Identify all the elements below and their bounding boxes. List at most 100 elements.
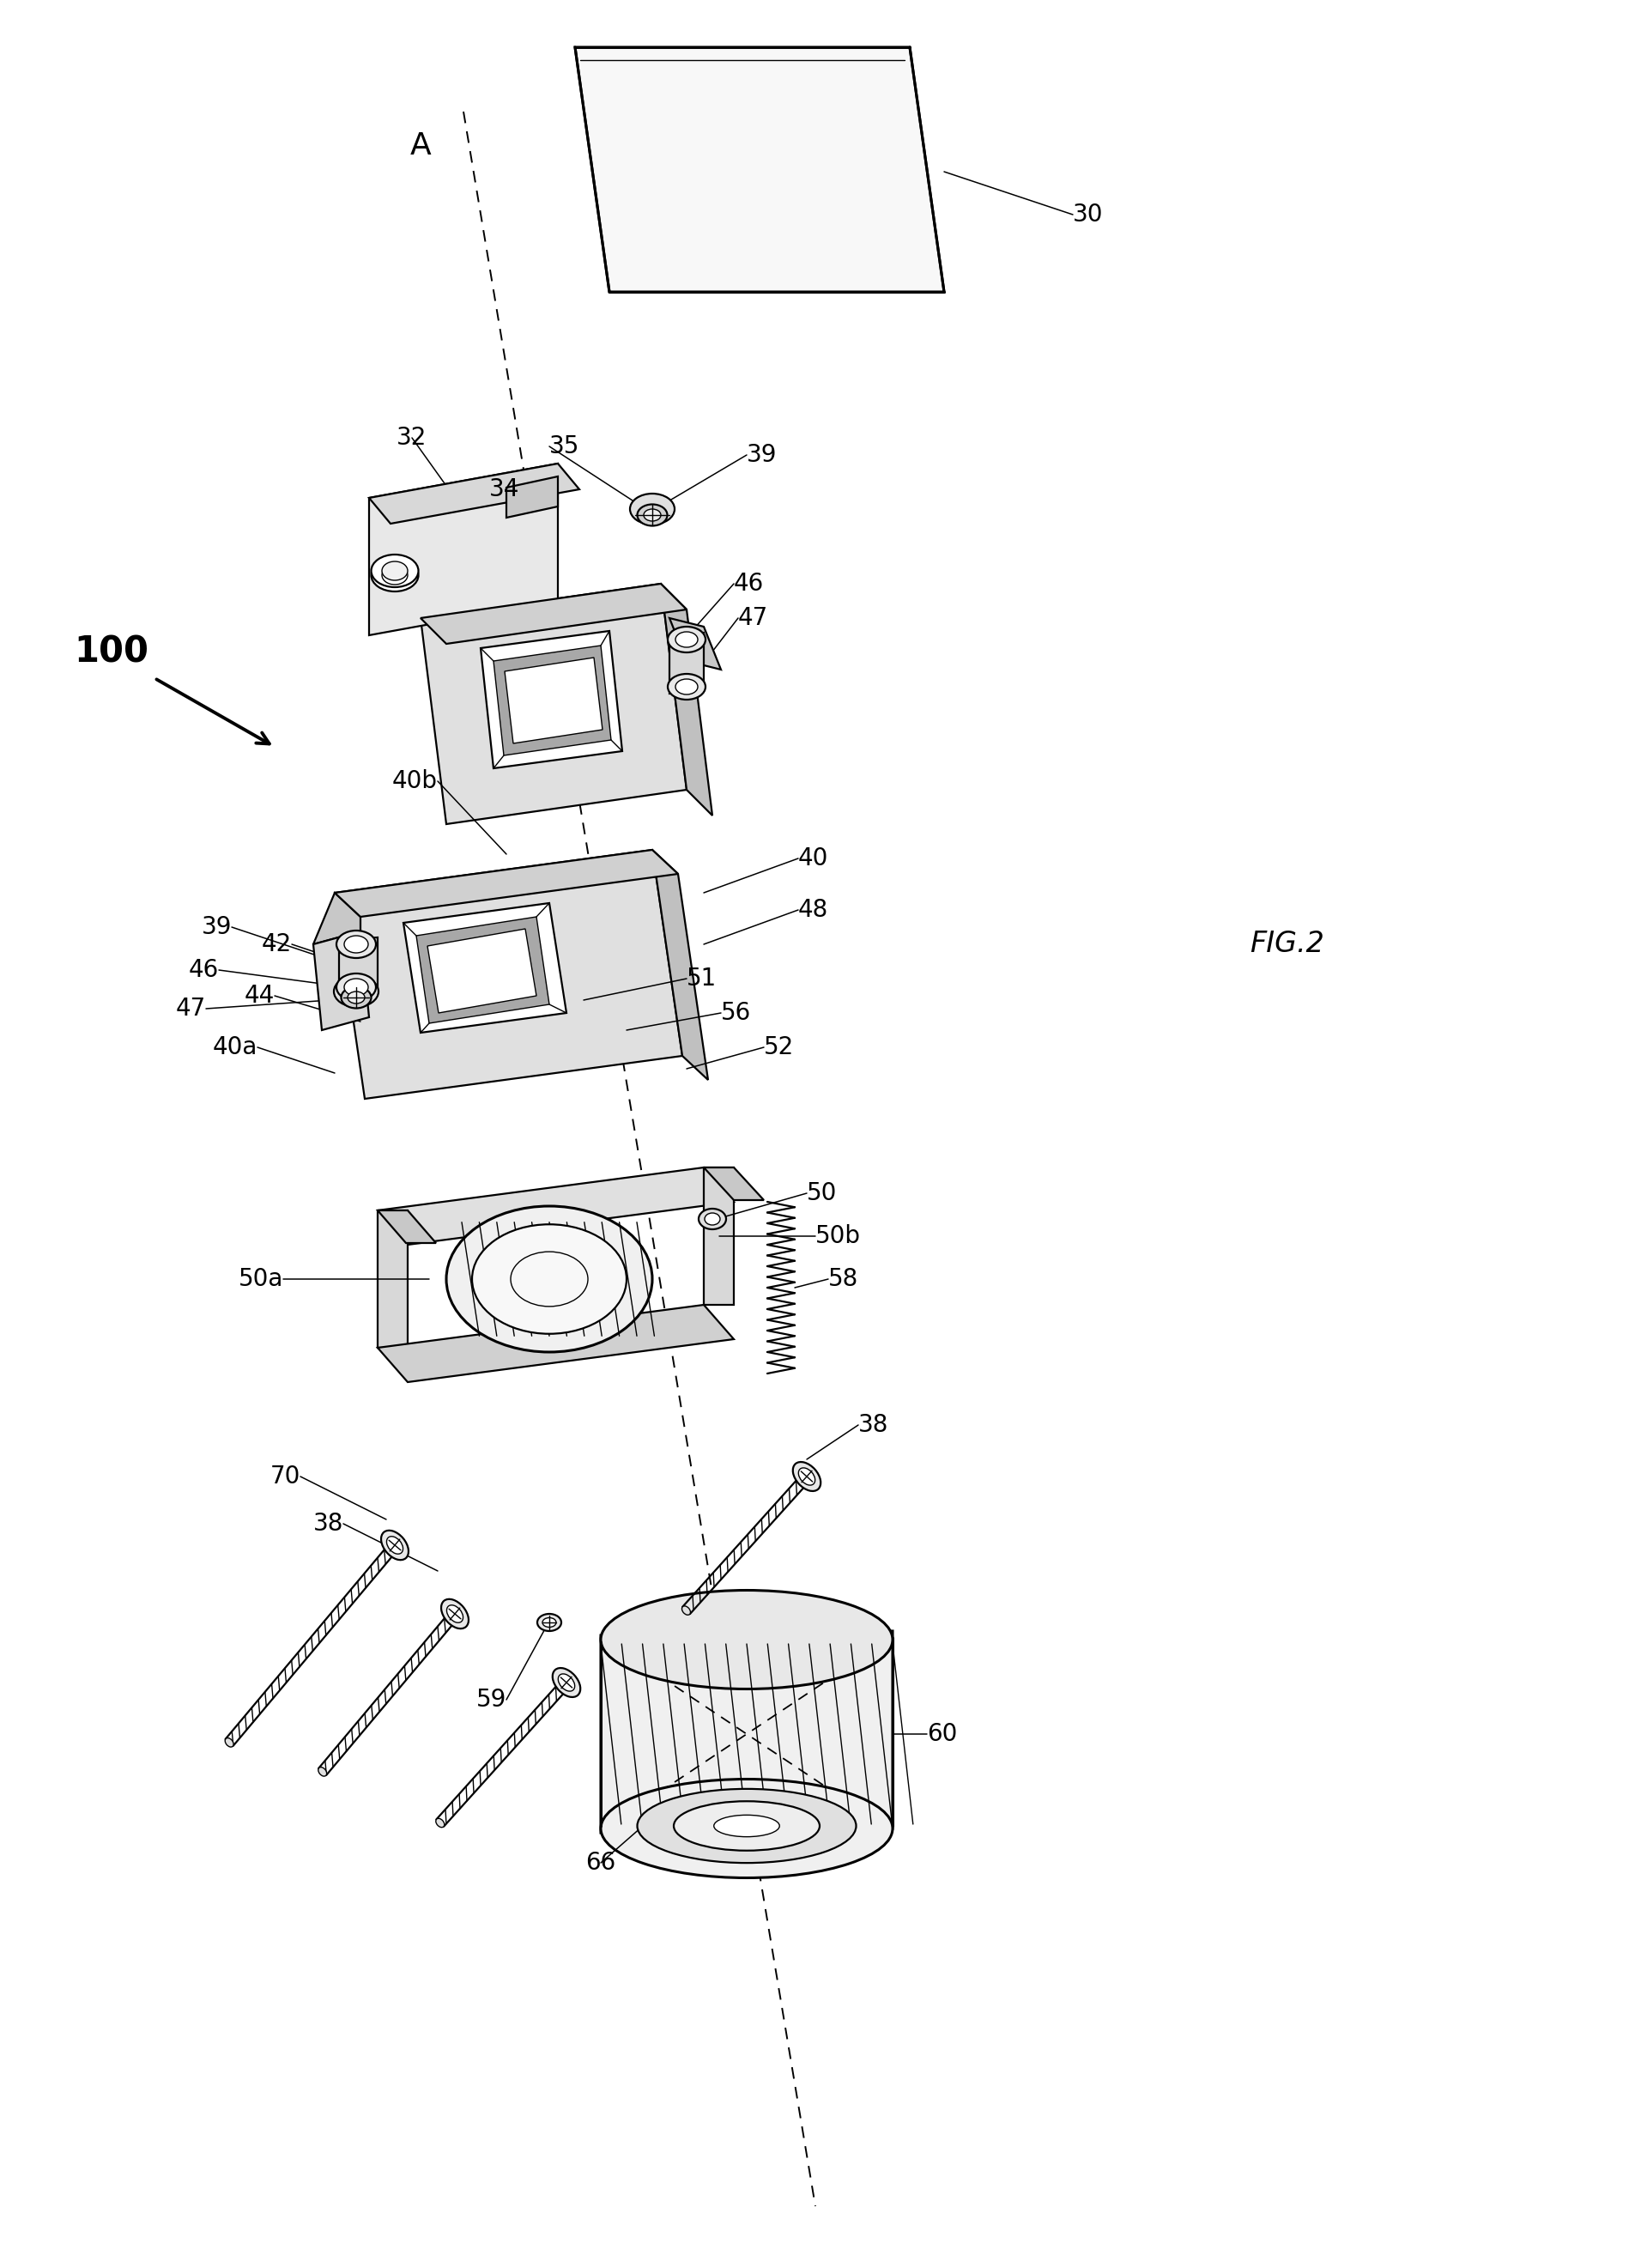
Text: 48: 48 — [798, 898, 827, 923]
Ellipse shape — [381, 1531, 409, 1560]
Ellipse shape — [343, 978, 368, 996]
Text: 38: 38 — [858, 1413, 888, 1438]
Ellipse shape — [337, 973, 376, 1000]
Text: 50: 50 — [806, 1182, 837, 1204]
Text: 60: 60 — [927, 1721, 956, 1746]
Polygon shape — [420, 583, 687, 644]
Ellipse shape — [446, 1606, 463, 1622]
Text: 66: 66 — [585, 1851, 616, 1876]
Polygon shape — [420, 583, 687, 823]
Ellipse shape — [643, 508, 661, 522]
Text: 34: 34 — [489, 476, 520, 501]
Polygon shape — [335, 850, 682, 1098]
Ellipse shape — [675, 678, 698, 694]
Ellipse shape — [381, 565, 407, 585]
Polygon shape — [427, 930, 536, 1014]
Polygon shape — [494, 646, 611, 755]
Text: 39: 39 — [201, 914, 232, 939]
Ellipse shape — [600, 1778, 893, 1878]
Ellipse shape — [793, 1463, 821, 1490]
Polygon shape — [378, 1304, 734, 1381]
Ellipse shape — [674, 1801, 819, 1851]
Text: 47: 47 — [737, 606, 768, 631]
Polygon shape — [703, 1168, 764, 1200]
Polygon shape — [370, 463, 558, 635]
Text: 100: 100 — [74, 635, 149, 671]
Text: 30: 30 — [1073, 202, 1102, 227]
Text: 40b: 40b — [392, 769, 438, 794]
Polygon shape — [338, 937, 378, 993]
Polygon shape — [378, 1168, 734, 1245]
Text: 56: 56 — [721, 1000, 750, 1025]
Text: 47: 47 — [175, 996, 206, 1021]
Ellipse shape — [446, 1207, 652, 1352]
Ellipse shape — [675, 633, 698, 646]
Ellipse shape — [386, 1535, 402, 1554]
Polygon shape — [378, 1211, 407, 1347]
Polygon shape — [335, 850, 677, 916]
Text: 46: 46 — [188, 957, 219, 982]
Text: 39: 39 — [746, 442, 777, 467]
Text: 44: 44 — [244, 984, 275, 1007]
Ellipse shape — [798, 1467, 814, 1486]
Polygon shape — [669, 633, 703, 694]
Ellipse shape — [667, 626, 705, 653]
Ellipse shape — [343, 937, 368, 953]
Ellipse shape — [600, 1590, 893, 1690]
Polygon shape — [504, 658, 602, 744]
Polygon shape — [703, 1168, 734, 1304]
Polygon shape — [507, 476, 558, 517]
Polygon shape — [481, 631, 621, 769]
Polygon shape — [652, 850, 708, 1080]
Text: A: A — [410, 132, 432, 161]
Text: 51: 51 — [687, 966, 716, 991]
Polygon shape — [576, 48, 943, 293]
Polygon shape — [661, 583, 711, 816]
Text: 32: 32 — [397, 426, 427, 449]
Text: FIG.2: FIG.2 — [1249, 930, 1324, 959]
Ellipse shape — [629, 494, 674, 524]
Polygon shape — [314, 932, 370, 1030]
Polygon shape — [370, 463, 579, 524]
Text: 46: 46 — [734, 572, 764, 596]
Ellipse shape — [226, 1737, 234, 1746]
Text: 52: 52 — [764, 1034, 793, 1059]
Polygon shape — [404, 903, 566, 1032]
Ellipse shape — [667, 674, 705, 699]
Text: 58: 58 — [827, 1268, 858, 1290]
Ellipse shape — [698, 1209, 726, 1229]
Ellipse shape — [682, 1606, 690, 1615]
Ellipse shape — [334, 975, 378, 1007]
Text: 59: 59 — [476, 1687, 507, 1712]
Text: 38: 38 — [312, 1513, 343, 1535]
Ellipse shape — [319, 1767, 327, 1776]
Polygon shape — [314, 894, 360, 943]
Polygon shape — [415, 916, 549, 1023]
Text: 35: 35 — [549, 435, 579, 458]
Polygon shape — [669, 619, 721, 669]
Text: 42: 42 — [262, 932, 291, 957]
Ellipse shape — [553, 1667, 580, 1696]
Ellipse shape — [638, 503, 667, 526]
Ellipse shape — [435, 1819, 445, 1828]
Text: 40a: 40a — [213, 1034, 257, 1059]
Ellipse shape — [337, 930, 376, 957]
Ellipse shape — [713, 1814, 780, 1837]
Polygon shape — [378, 1211, 437, 1243]
Ellipse shape — [543, 1617, 556, 1626]
Ellipse shape — [371, 556, 419, 587]
Ellipse shape — [558, 1674, 574, 1692]
Ellipse shape — [342, 987, 371, 1009]
Ellipse shape — [441, 1599, 468, 1628]
Polygon shape — [600, 1631, 893, 1833]
Ellipse shape — [371, 558, 419, 592]
Ellipse shape — [536, 1615, 561, 1631]
Text: 50b: 50b — [814, 1225, 860, 1247]
Ellipse shape — [705, 1213, 719, 1225]
Ellipse shape — [347, 991, 365, 1002]
Ellipse shape — [638, 1789, 855, 1862]
Ellipse shape — [473, 1225, 626, 1334]
Text: 40: 40 — [798, 846, 827, 871]
Ellipse shape — [381, 562, 407, 581]
Text: 50a: 50a — [239, 1268, 283, 1290]
